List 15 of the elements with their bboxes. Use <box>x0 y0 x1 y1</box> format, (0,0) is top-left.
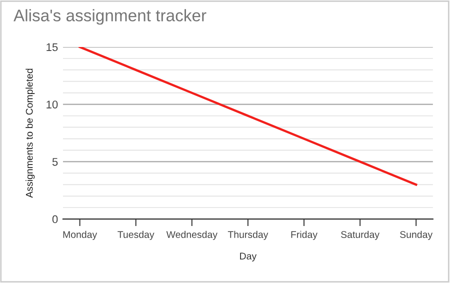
y-axis-title: Assignments to be Completed <box>26 68 35 198</box>
x-tick-label: Friday <box>291 230 318 240</box>
y-tick-label: 5 <box>52 158 58 166</box>
x-tick-label: Wednesday <box>166 230 218 240</box>
y-tick-label: 15 <box>46 43 58 52</box>
x-tick-label: Tuesday <box>118 230 154 240</box>
y-tick-label: 10 <box>46 100 58 108</box>
x-tick-label: Thursday <box>228 230 268 240</box>
x-axis-title: Day <box>240 252 257 262</box>
chart-title: Alisa's assignment tracker <box>14 9 206 25</box>
line-series <box>78 46 418 186</box>
x-tick-label: Monday <box>63 230 98 240</box>
x-tick-label: Sunday <box>400 230 433 240</box>
y-tick-label: 0 <box>52 215 58 224</box>
x-tick-label: Saturday <box>341 230 380 240</box>
